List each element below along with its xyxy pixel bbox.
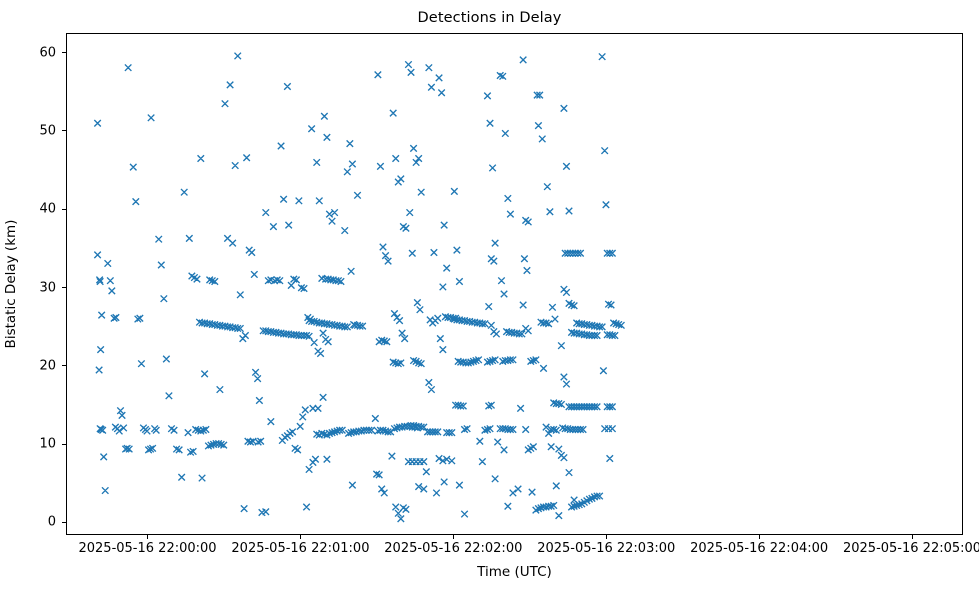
x-tick-label: 2025-05-16 22:00:00 — [78, 541, 217, 556]
y-tick-mark — [62, 130, 66, 132]
x-tick-mark — [605, 535, 607, 539]
y-tick-mark — [62, 287, 66, 289]
y-tick-mark — [62, 208, 66, 210]
y-tick-mark — [62, 365, 66, 367]
y-tick-mark — [62, 443, 66, 445]
y-tick-mark — [62, 52, 66, 54]
x-tick-mark — [147, 535, 149, 539]
x-axis-label: Time (UTC) — [477, 564, 552, 580]
x-tick-label: 2025-05-16 22:02:00 — [384, 541, 523, 556]
x-tick-mark — [758, 535, 760, 539]
x-tick-mark — [299, 535, 302, 539]
y-tick-label: 60 — [39, 45, 56, 61]
scatter-series-detections — [67, 34, 962, 534]
y-tick-label: 0 — [47, 514, 56, 530]
y-tick-mark — [62, 521, 66, 524]
x-tick-mark — [911, 535, 913, 539]
scatter-point-glyphs — [93, 52, 625, 523]
page-title: Detections in Delay — [417, 10, 562, 26]
y-tick-label: 10 — [39, 436, 56, 452]
y-tick-label: 30 — [39, 280, 56, 296]
x-tick-label: 2025-05-16 22:04:00 — [690, 541, 829, 556]
x-tick-mark — [452, 535, 454, 539]
plot-area — [66, 33, 963, 535]
y-tick-label: 20 — [39, 358, 56, 374]
scatter-markers-svg — [93, 52, 625, 523]
x-tick-label: 2025-05-16 22:05:00 — [842, 541, 979, 556]
y-tick-label: 40 — [39, 201, 56, 217]
y-tick-label: 50 — [39, 123, 56, 139]
x-tick-label: 2025-05-16 22:01:00 — [231, 541, 370, 556]
x-tick-label: 2025-05-16 22:03:00 — [537, 541, 676, 556]
